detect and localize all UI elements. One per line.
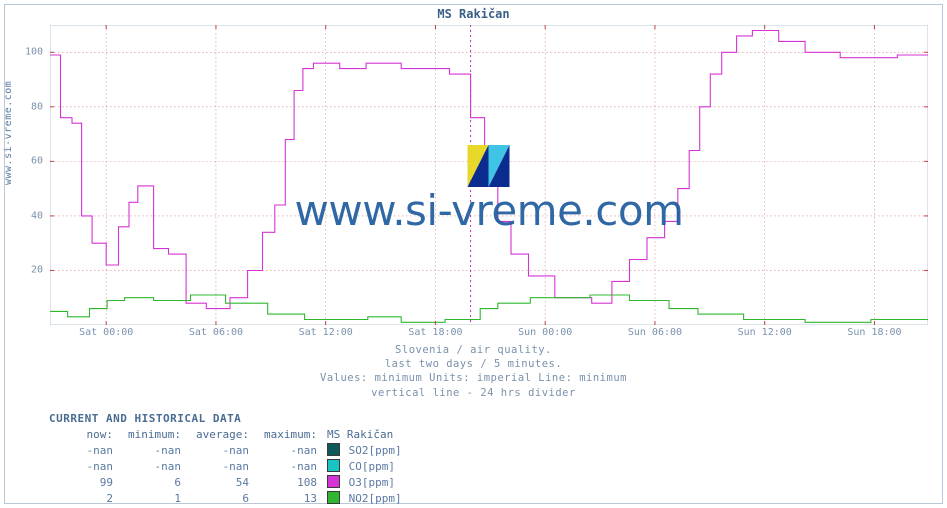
plot-svg xyxy=(50,25,928,325)
data-cell: -nan xyxy=(117,459,185,475)
data-table-block: CURRENT AND HISTORICAL DATA now:minimum:… xyxy=(49,411,421,507)
data-cell: 54 xyxy=(185,475,253,491)
x-tick-label: Sun 00:00 xyxy=(518,327,572,338)
data-cell: -nan xyxy=(253,443,321,459)
data-row: -nan-nan-nan-nan SO2[ppm] xyxy=(49,443,421,459)
y-tick-label: 100 xyxy=(5,47,43,58)
caption-line: vertical line - 24 hrs divider xyxy=(5,386,942,400)
x-tick-label: Sun 06:00 xyxy=(628,327,682,338)
data-cell: 1 xyxy=(117,491,185,507)
data-series-label: SO2[ppm] xyxy=(321,443,421,459)
x-ticks: Sat 00:00 Sat 06:00 Sat 12:00 Sat 18:00 Sun … xyxy=(50,327,928,341)
data-cell: 6 xyxy=(185,491,253,507)
data-series-label: CO[ppm] xyxy=(321,459,421,475)
y-tick-label: 20 xyxy=(5,265,43,276)
data-series-col-header: MS Rakičan xyxy=(321,427,421,443)
y-tick-label: 60 xyxy=(5,156,43,167)
data-cell: 6 xyxy=(117,475,185,491)
plot-area: www.si-vreme.com xyxy=(50,25,928,325)
data-cell: -nan xyxy=(185,443,253,459)
x-tick-label: Sat 00:00 xyxy=(79,327,133,338)
chart-frame: MS Rakičan www.si-vreme.com 20406080100 … xyxy=(4,4,943,504)
y-tick-label: 80 xyxy=(5,101,43,112)
data-cell: 99 xyxy=(49,475,117,491)
legend-swatch-icon xyxy=(327,459,340,472)
data-table: now:minimum:average:maximum: MS Rakičan … xyxy=(49,427,421,507)
data-cell: 108 xyxy=(253,475,321,491)
data-row: 99654108 O3[ppm] xyxy=(49,475,421,491)
legend-swatch-icon xyxy=(327,443,340,456)
data-cell: -nan xyxy=(185,459,253,475)
data-series-label: NO2[ppm] xyxy=(321,491,421,507)
data-cell: -nan xyxy=(253,459,321,475)
data-cell: 2 xyxy=(49,491,117,507)
data-col-header: now: xyxy=(49,427,117,443)
caption-line: Values: minimum Units: imperial Line: mi… xyxy=(5,371,942,385)
x-tick-label: Sun 12:00 xyxy=(738,327,792,338)
x-tick-label: Sat 12:00 xyxy=(299,327,353,338)
caption-line: last two days / 5 minutes. xyxy=(5,357,942,371)
y-ticks: 20 40 60 80 100 xyxy=(5,25,47,325)
legend-swatch-icon xyxy=(327,475,340,488)
data-col-header: maximum: xyxy=(253,427,321,443)
chart-title: MS Rakičan xyxy=(5,5,942,21)
data-row: 21613 NO2[ppm] xyxy=(49,491,421,507)
y-tick-label: 40 xyxy=(5,210,43,221)
data-cell: -nan xyxy=(49,459,117,475)
legend-swatch-icon xyxy=(327,491,340,504)
data-cell: 13 xyxy=(253,491,321,507)
data-cell: -nan xyxy=(117,443,185,459)
caption-line: Slovenia / air quality. xyxy=(5,343,942,357)
data-col-header: average: xyxy=(185,427,253,443)
data-table-header-row: now:minimum:average:maximum: MS Rakičan xyxy=(49,427,421,443)
x-tick-label: Sat 06:00 xyxy=(189,327,243,338)
data-heading: CURRENT AND HISTORICAL DATA xyxy=(49,411,421,427)
data-col-header: minimum: xyxy=(117,427,185,443)
x-tick-label: Sun 18:00 xyxy=(847,327,901,338)
chart-caption: Slovenia / air quality.last two days / 5… xyxy=(5,343,942,400)
x-tick-label: Sat 18:00 xyxy=(408,327,462,338)
data-series-label: O3[ppm] xyxy=(321,475,421,491)
data-row: -nan-nan-nan-nan CO[ppm] xyxy=(49,459,421,475)
data-cell: -nan xyxy=(49,443,117,459)
